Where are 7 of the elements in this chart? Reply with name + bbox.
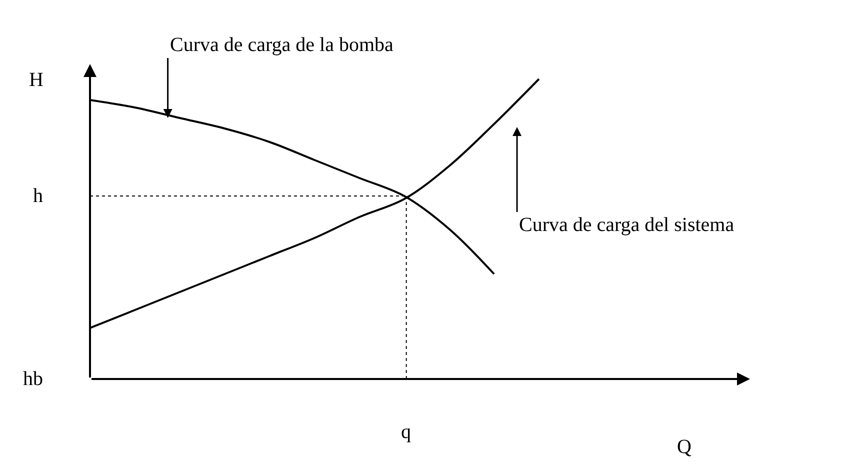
ref-line-label: h <box>33 185 43 207</box>
text: Curva de carga de la bomba <box>170 34 394 56</box>
text: q <box>401 421 411 443</box>
annotation: Curva de carga del sistema <box>519 214 734 236</box>
y-axis-title: H <box>29 69 44 91</box>
text: Q <box>677 436 692 458</box>
text: hb <box>23 368 43 390</box>
